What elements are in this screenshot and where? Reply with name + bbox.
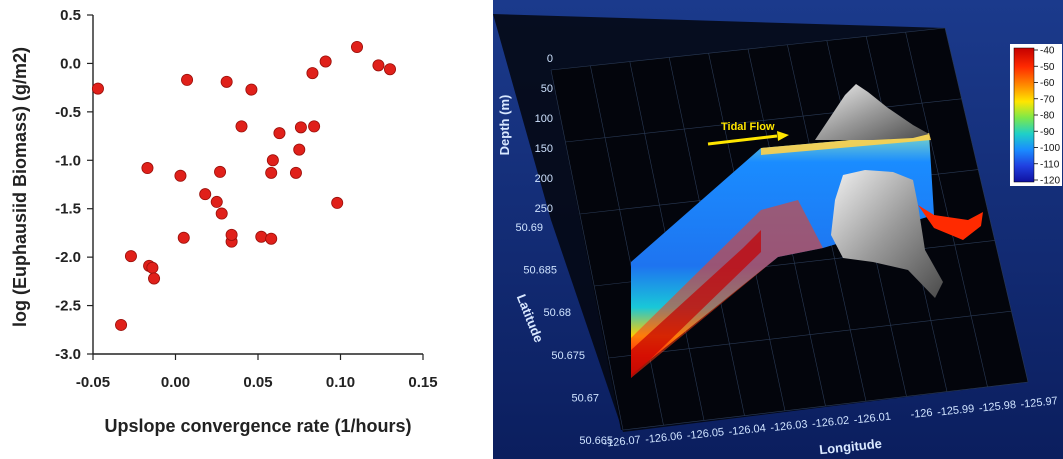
scatter-y-tick-label: -1.5 [55,201,81,218]
longitude-tick-label: -126.02 [811,415,849,431]
colorbar-tick-label: -90 [1040,127,1055,138]
longitude-tick-label: -125.98 [978,399,1016,415]
scatter-point [225,228,238,241]
scatter-point [306,67,319,80]
scatter-x-tick-label: 0.00 [161,374,190,391]
scatter-point [372,59,385,72]
colorbar-tick-label: -50 [1040,62,1055,73]
colorbar-tick-label: -110 [1040,159,1060,170]
scatter-points [91,40,396,331]
colorbar-tick-label: -120 [1040,176,1060,187]
depth-axis-label: Depth (m) [497,95,512,156]
scatter-x-axis-label: Upslope convergence rate (1/hours) [104,416,411,436]
scatter-y-tick-label: -1.0 [55,152,81,169]
longitude-tick-label: -125.97 [1020,395,1058,411]
longitude-axis-ticks: -126.07 -126.06 -126.05 -126.04 -126.03 -126.… [603,395,1058,450]
scatter-point [146,261,159,274]
longitude-tick-label: -125.99 [937,403,975,419]
box-grid [550,27,1029,431]
latitude-tick-label: 50.69 [515,222,543,234]
latitude-tick-label: 50.685 [523,265,557,277]
scatter-point [308,120,321,133]
scatter-x-tick-label: 0.10 [326,374,355,391]
scatter-point [148,272,161,285]
scatter-point [255,230,268,243]
depth-tick-label: 0 [547,53,553,65]
scatter-point [293,143,306,156]
depth-axis-ticks: 0 50 100 150 200 250 [535,53,553,215]
scatter-point [214,165,227,178]
scatter-point [273,127,286,140]
scatter-point [215,207,228,220]
longitude-tick-label: -126 [910,407,933,421]
tidal-flow-annotation: Tidal Flow [707,121,789,146]
tidal-flow-label: Tidal Flow [721,121,775,133]
colorbar-tick-label: -40 [1040,46,1055,57]
scatter-point [174,169,187,182]
colorbar-gradient [1013,47,1035,183]
longitude-axis-label: Longitude [819,436,883,457]
colorbar-tick-label: -70 [1040,94,1055,105]
colorbar-tick-label: -100 [1040,143,1060,154]
latitude-tick-label: 50.675 [551,350,585,362]
scatter-y-tick-label: 0.0 [60,55,81,72]
depth-tick-label: 50 [541,83,553,95]
scatter-y-tick-label: -0.5 [55,104,81,121]
longitude-tick-label: -126.01 [853,411,891,427]
latitude-tick-label: 50.67 [571,392,599,404]
scatter-point [265,166,278,179]
longitude-tick-label: -126.03 [770,418,808,434]
scatter-y-axis-label: log (Euphausiid Biomass) (g/m2) [10,47,30,327]
scatter-point [124,250,137,263]
scatter-point [220,75,233,88]
scatter-y-tick-label: -2.5 [55,298,81,315]
longitude-tick-label: -126.06 [645,430,683,446]
scatter-y-tick-label: -3.0 [55,346,81,363]
scatter-point [199,188,212,201]
scatter-point [91,82,104,95]
scatter-point [115,318,128,331]
colorbar-tick-label: -80 [1040,111,1055,122]
scatter-axes: -0.05 0.00 0.05 0.10 0.15 0.5 0.0 -0.5 -1.0 -1.5 -… [55,7,437,391]
longitude-tick-label: -126.05 [686,426,724,442]
scatter-point [141,162,154,175]
scatter-x-tick-label: 0.15 [408,374,437,391]
longitude-tick-label: -126.07 [603,434,641,450]
scatter-y-tick-label: -2.0 [55,249,81,266]
depth-tick-label: 250 [535,203,553,215]
colorbar: -40 -50 -60 -70 -80 -90 -100 -110 -120 [1010,44,1062,187]
scatter-point [319,55,332,68]
latitude-axis-ticks: 50.69 50.685 50.68 50.675 50.67 50.665 [515,222,613,447]
scatter-point [177,231,190,244]
scatter-chart: -0.05 0.00 0.05 0.10 0.15 0.5 0.0 -0.5 -1.0 -1.5 -… [10,7,438,436]
scatter-point [331,196,344,209]
scatter-point [350,40,363,53]
scatter-x-tick-label: -0.05 [76,374,110,391]
latitude-tick-label: 50.68 [543,307,571,319]
seamount-surface [815,84,943,298]
scatter-x-tick-label: 0.05 [243,374,272,391]
longitude-tick-label: -126.04 [728,422,766,438]
scatter-point [181,73,194,86]
colorbar-ticks: -40 -50 -60 -70 -80 -90 -100 -110 -120 [1034,46,1060,187]
scatter-point [245,83,258,96]
scatter-y-tick-label: 0.5 [60,7,81,24]
scatter-point [289,166,302,179]
scatter-point [294,121,307,134]
scatter-point [265,232,278,245]
scatter-point [266,154,279,167]
scatter-point [210,195,223,208]
latitude-tick-label: 50.665 [579,435,613,447]
depth-tick-label: 200 [535,173,553,185]
scatter-point [235,120,248,133]
tidal-flow-arrow [707,134,778,146]
scatter-point [383,63,396,76]
depth-tick-label: 150 [535,143,553,155]
colorbar-tick-label: -60 [1040,78,1055,89]
tidal-flow-arrowhead [777,131,789,141]
depth-tick-label: 100 [535,113,553,125]
